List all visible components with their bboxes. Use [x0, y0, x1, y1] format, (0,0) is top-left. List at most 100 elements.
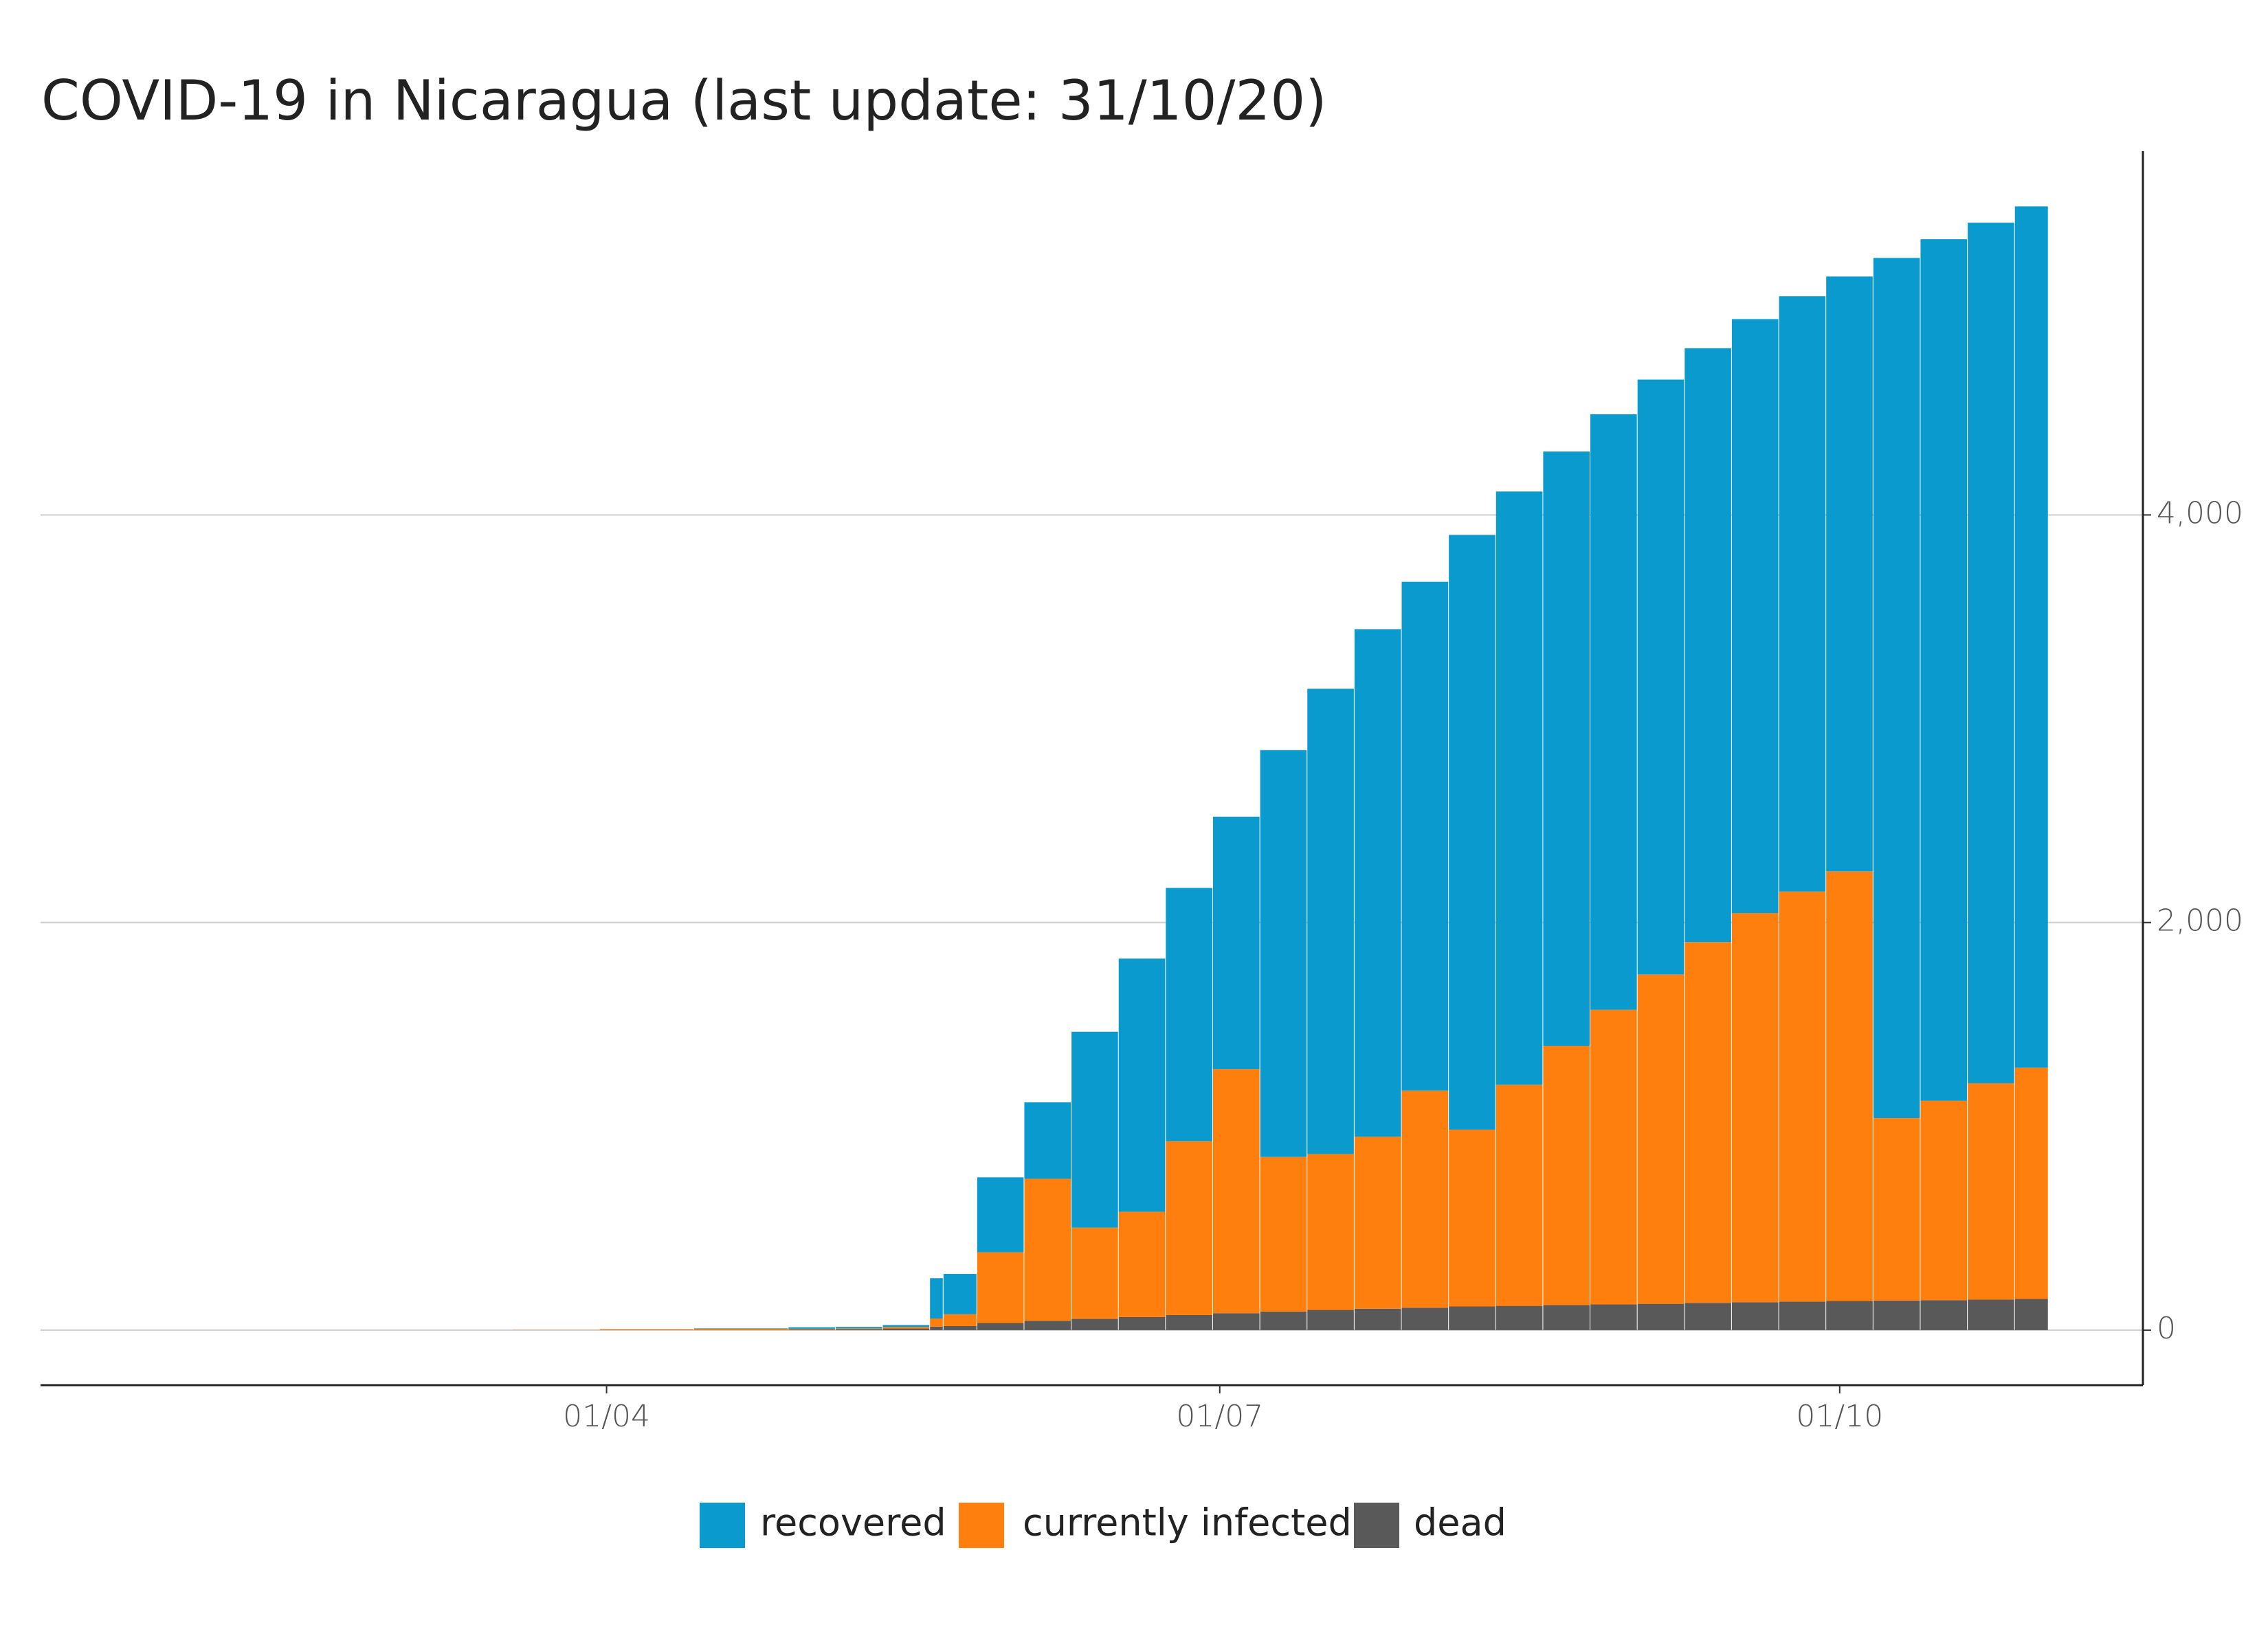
- bar-segment: [1024, 1178, 1071, 1321]
- bar-segment: [599, 1329, 694, 1330]
- bar-segment: [1968, 1083, 2014, 1300]
- bar-segment: [1543, 1305, 1590, 1330]
- bar-segment: [1118, 1211, 1166, 1317]
- bar-segment: [1496, 1084, 1543, 1306]
- bar-segment: [1731, 1302, 1779, 1330]
- bar-segment: [1307, 1154, 1354, 1310]
- y-tick-label: 2,000: [2157, 904, 2243, 939]
- bar-segment: [835, 1329, 882, 1330]
- bar-segment: [1590, 1304, 1637, 1330]
- y-tick-label: 4,000: [2157, 495, 2243, 530]
- bar-segment: [1212, 1068, 1260, 1314]
- bar-segment: [930, 1319, 943, 1327]
- bar-segment: [1731, 913, 1779, 1303]
- bar-segment: [1590, 1009, 1637, 1305]
- bar-segment: [1685, 1303, 1731, 1330]
- bar-segment: [1637, 974, 1685, 1304]
- bar-segment: [930, 1326, 943, 1330]
- bar-segment: [1920, 1300, 1968, 1330]
- bar-segment: [882, 1328, 930, 1330]
- bar-segment: [694, 1328, 788, 1330]
- bar-segment: [1496, 491, 1543, 1085]
- bar-segment: [1449, 1306, 1496, 1330]
- x-tick-label: 01/04: [563, 1399, 650, 1434]
- bar-segment: [1307, 1310, 1354, 1330]
- legend-swatch: [959, 1503, 1004, 1548]
- bar-segment: [1071, 1227, 1118, 1319]
- bar-segment: [943, 1314, 977, 1326]
- bar-segment: [1968, 1299, 2014, 1330]
- bar-segment: [1637, 379, 1685, 975]
- bar-segment: [1401, 581, 1449, 1091]
- x-tick-label: 01/10: [1796, 1399, 1883, 1434]
- bar-segment: [788, 1328, 835, 1330]
- bar-segment: [943, 1274, 977, 1314]
- bar-segment: [1024, 1321, 1071, 1330]
- bar-segment: [943, 1325, 977, 1330]
- bar-segment: [1543, 451, 1590, 1046]
- bar-segment: [788, 1327, 835, 1329]
- bar-segment: [1779, 296, 1826, 892]
- bar-segment: [1401, 1308, 1449, 1330]
- bar-segment: [1166, 1141, 1212, 1315]
- x-tick-label: 01/07: [1176, 1399, 1263, 1434]
- bar-segment: [1118, 1316, 1166, 1330]
- bar-segment: [1731, 319, 1779, 914]
- bar-segment: [1637, 1303, 1685, 1330]
- bar-segment: [1543, 1046, 1590, 1305]
- bar-segment: [1826, 1301, 1873, 1330]
- bar-segment: [1260, 1156, 1307, 1312]
- bar-segment: [1401, 1090, 1449, 1308]
- bar-segment: [1354, 1136, 1401, 1309]
- bar-segment: [977, 1252, 1024, 1323]
- bar-segment: [1354, 1308, 1401, 1330]
- bar-segment: [1873, 1118, 1920, 1301]
- bar-segment: [1024, 1102, 1071, 1179]
- bar-segment: [1260, 750, 1307, 1157]
- bar-segment: [1920, 1100, 1968, 1301]
- bar-segment: [1685, 942, 1731, 1303]
- bar-segment: [1873, 1300, 1920, 1330]
- legend-swatch: [1354, 1503, 1399, 1548]
- bar-segment: [835, 1327, 882, 1329]
- bar-segment: [1873, 258, 1920, 1119]
- bar-segment: [1779, 1301, 1826, 1330]
- bar-segment: [1968, 223, 2014, 1084]
- bar-segment: [1779, 891, 1826, 1302]
- bar-segment: [1118, 958, 1166, 1212]
- chart-title: COVID-19 in Nicaragua (last update: 31/1…: [41, 69, 1326, 133]
- bar-segment: [1212, 1313, 1260, 1330]
- bar-segment: [1071, 1319, 1118, 1330]
- legend-label: currently infected: [1023, 1501, 1352, 1545]
- bar-segment: [1496, 1305, 1543, 1330]
- bar-segment: [1449, 1130, 1496, 1307]
- bar-segment: [2014, 206, 2048, 1068]
- legend-label: recovered: [760, 1501, 946, 1545]
- bar-segment: [2014, 1299, 2048, 1330]
- bar-segment: [1685, 348, 1731, 943]
- bar-segment: [1166, 888, 1212, 1141]
- bar-segment: [1590, 414, 1637, 1010]
- bar-segment: [1166, 1314, 1212, 1330]
- bar-segment: [882, 1327, 930, 1329]
- bar-segment: [1920, 239, 1968, 1101]
- bar-segment: [977, 1323, 1024, 1330]
- bar-segment: [1826, 871, 1873, 1301]
- bar-segment: [882, 1325, 930, 1327]
- bar-segment: [835, 1328, 882, 1330]
- bar-segment: [930, 1278, 943, 1319]
- bar-segment: [1260, 1311, 1307, 1330]
- bar-segment: [2014, 1067, 2048, 1299]
- legend-label: dead: [1414, 1501, 1507, 1545]
- bar-segment: [1307, 688, 1354, 1154]
- bar-segment: [977, 1177, 1024, 1253]
- bar-segment: [1449, 535, 1496, 1130]
- bar-segment: [1212, 816, 1260, 1069]
- bar-segment: [1826, 276, 1873, 872]
- bar-segment: [694, 1328, 788, 1329]
- legend-swatch: [700, 1503, 745, 1548]
- y-tick-label: 0: [2157, 1311, 2176, 1346]
- bar-segment: [1071, 1031, 1118, 1228]
- bar-segment: [1354, 629, 1401, 1137]
